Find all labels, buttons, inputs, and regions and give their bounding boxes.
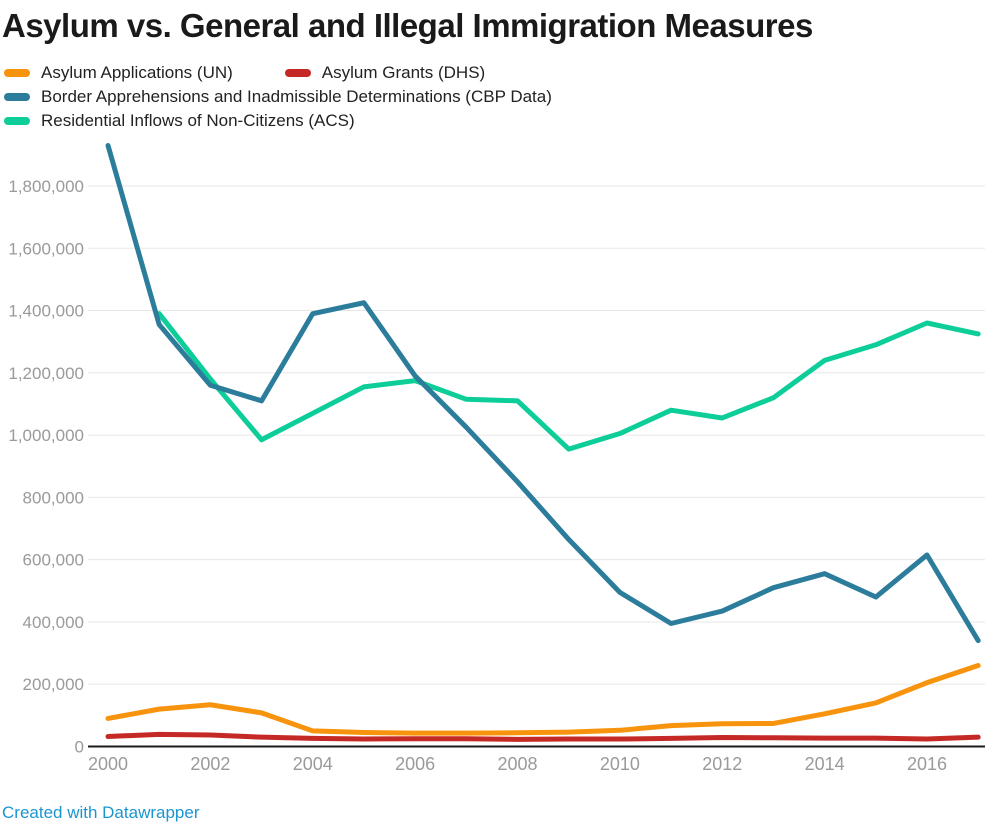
y-tick-label: 200,000 — [23, 675, 84, 694]
legend-item-residential-inflows: Residential Inflows of Non-Citizens (ACS… — [4, 111, 355, 131]
line-chart-plot[interactable]: 0 200,000 400,000 600,000 800,000 1,000,000 1,… — [0, 130, 998, 792]
y-tick-label: 600,000 — [23, 551, 84, 570]
series-line-2[interactable] — [105, 142, 981, 644]
x-tick-label: 2014 — [805, 754, 845, 774]
legend-swatch-orange — [4, 69, 30, 77]
x-tick-label: 2004 — [293, 754, 333, 774]
legend-item-asylum-grants: Asylum Grants (DHS) — [284, 63, 486, 83]
page-title: Asylum vs. General and Illegal Immigrati… — [2, 7, 813, 44]
legend: Asylum Applications (UN) Asylum Grants (… — [4, 61, 994, 133]
y-tick-label: 400,000 — [23, 613, 84, 632]
x-tick-label: 2012 — [702, 754, 742, 774]
legend-item-border-apprehensions: Border Apprehensions and Inadmissible De… — [4, 87, 552, 107]
x-tick-label: 2002 — [190, 754, 230, 774]
x-tick-label: 2008 — [497, 754, 537, 774]
legend-row: Residential Inflows of Non-Citizens (ACS… — [4, 109, 994, 133]
legend-swatch-red — [284, 69, 311, 77]
series-line-1[interactable] — [105, 731, 981, 742]
legend-swatch-green — [4, 117, 30, 125]
x-tick-label: 2000 — [88, 754, 128, 774]
legend-item-asylum-applications: Asylum Applications (UN) — [4, 63, 233, 83]
datawrapper-credit-link[interactable]: Created with Datawrapper — [2, 803, 200, 822]
y-tick-label: 1,600,000 — [8, 239, 84, 258]
legend-label: Residential Inflows of Non-Citizens (ACS… — [41, 111, 355, 130]
legend-label: Asylum Grants (DHS) — [321, 63, 486, 82]
y-tick-label: 1,800,000 — [8, 177, 84, 196]
series-line-0[interactable] — [105, 663, 981, 736]
legend-swatch-blue — [4, 93, 30, 101]
legend-label: Asylum Applications (UN) — [41, 63, 233, 82]
y-tick-label: 1,000,000 — [8, 426, 84, 445]
x-tick-label: 2016 — [907, 754, 947, 774]
legend-row: Asylum Applications (UN) Asylum Grants (… — [4, 61, 994, 85]
y-tick-label: 1,200,000 — [8, 364, 84, 383]
y-tick-label: 1,400,000 — [8, 302, 84, 321]
y-tick-label: 800,000 — [23, 488, 84, 507]
x-tick-label: 2010 — [600, 754, 640, 774]
y-tick-label: 0 — [75, 738, 84, 757]
series-line-3[interactable] — [156, 311, 981, 452]
x-tick-label: 2006 — [395, 754, 435, 774]
legend-row: Border Apprehensions and Inadmissible De… — [4, 85, 994, 109]
legend-label: Border Apprehensions and Inadmissible De… — [41, 87, 552, 106]
